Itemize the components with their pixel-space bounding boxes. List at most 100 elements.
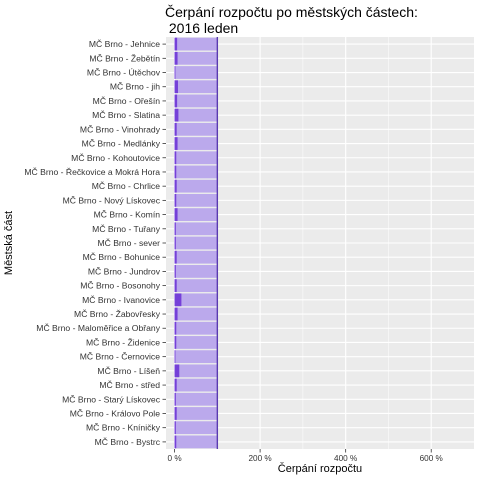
x-tick-label: 400 % [334,454,357,463]
chart-title-line-1: Čerpání rozpočtu po městských částech: [165,4,418,20]
y-tick-label: MČ Brno - Židenice [86,337,160,347]
reference-bar [174,66,218,79]
reference-bar [174,250,218,264]
reference-bar [174,208,218,221]
reference-bar [174,179,218,193]
y-tick-label: MČ Brno - jih [110,82,160,92]
y-tick-label: MČ Brno - střed [99,380,160,390]
y-tick-label: MČ Brno - Líšeň [97,366,160,376]
value-bar [174,364,180,378]
y-tick-label: MČ Brno - Komín [94,210,161,220]
value-bar [174,222,176,236]
reference-bars [174,37,218,449]
value-bar [174,265,176,278]
value-bar [174,151,177,165]
value-bar [174,421,176,435]
reference-bar [174,421,218,435]
value-bar [174,250,177,264]
y-tick-label: MČ Brno - Jehnice [89,39,160,49]
value-bar [174,122,177,136]
value-bar [174,392,176,406]
x-tick-label: 200 % [249,454,272,463]
reference-bar [174,108,218,122]
reference-bar [174,51,218,65]
value-bar [174,165,177,179]
value-bar [174,321,177,335]
value-bar [174,307,178,321]
x-axis-title: Čerpání rozpočtu [278,462,362,475]
y-tick-label: MČ Brno - Bohunice [83,252,161,262]
value-bar [174,336,177,349]
value-bar [174,293,182,307]
y-tick-label: MČ Brno - Kohoutovice [71,153,160,163]
y-tick-label: MČ Brno - Bosonohy [80,281,160,291]
reference-bar [174,37,218,51]
reference-bar [174,279,218,293]
y-tick-label: MČ Brno - Medlánky [82,139,161,149]
y-tick-label: MČ Brno - Ořešín [93,96,161,106]
y-tick-label: MČ Brno - Maloměřice a Obřany [36,323,160,333]
y-tick-label: MČ Brno - Jundrov [88,266,161,276]
y-tick-label: MČ Brno - Královo Pole [70,408,160,418]
value-bar [174,108,179,122]
reference-bar [174,293,218,307]
reference-bar [174,122,218,136]
y-tick-label: MČ Brno - Nový Lískovec [63,195,161,205]
y-tick-label: MČ Brno - Vinohrady [80,124,161,134]
reference-bar [174,137,218,150]
reference-bar [174,94,218,108]
chart-title-line-2: 2016 leden [165,20,238,36]
y-tick-label: MČ Brno - Útěchov [87,68,161,78]
reference-bar [174,336,218,349]
value-bar [174,378,177,392]
value-bar [174,94,178,108]
reference-bar [174,350,218,364]
y-tick-label: MČ Brno - Žabovřesky [74,309,161,319]
y-tick-label: MČ Brno - Žebětín [89,53,160,63]
value-bar [174,350,176,364]
reference-bar [174,193,218,207]
value-bar [174,179,177,193]
y-tick-label: MČ Brno - Slatina [92,110,160,120]
reference-bar [174,321,218,335]
value-bars [174,37,182,449]
y-axis-title: Městská část [3,211,15,275]
reference-bar [174,165,218,179]
y-tick-label: MČ Brno - Tuřany [92,224,161,234]
reference-bar [174,265,218,278]
reference-bar [174,364,218,378]
value-bar [174,66,176,79]
value-bar [174,37,178,51]
value-bar [174,193,177,207]
reference-bar [174,222,218,236]
y-tick-label: MČ Brno - Bystrc [95,437,161,447]
reference-bar [174,407,218,420]
x-tick-label: 600 % [420,454,443,463]
reference-bar [174,378,218,392]
value-bar [174,80,178,94]
y-tick-label: MČ Brno - Chrlice [92,181,161,191]
value-bar [174,279,177,293]
y-tick-label: MČ Brno - Ivanovice [82,295,160,305]
x-tick-label: 0 % [168,454,182,463]
y-tick-label: MČ Brno - Kníničky [86,423,161,433]
y-tick-label: MČ Brno - Řečkovice a Mokrá Hora [24,167,160,177]
value-bar [174,236,176,250]
y-tick-labels: MČ Brno - Jehnice MČ Brno - Žebětín MČ Brn… [24,39,166,447]
y-tick-label: MČ Brno - Černovice [80,352,160,362]
value-bar [174,51,178,65]
value-bar [174,435,177,449]
y-tick-label: MČ Brno - sever [97,238,160,248]
reference-bar [174,435,218,449]
reference-bar [174,307,218,321]
reference-bar [174,392,218,406]
value-bar [174,208,178,221]
reference-bar [174,236,218,250]
value-bar [174,407,177,420]
y-tick-label: MČ Brno - Starý Lískovec [62,394,161,404]
reference-bar [174,80,218,94]
value-bar [174,137,178,150]
x-tick-labels: 0 % 200 % 400 % 600 % [168,449,443,463]
reference-bar [174,151,218,165]
